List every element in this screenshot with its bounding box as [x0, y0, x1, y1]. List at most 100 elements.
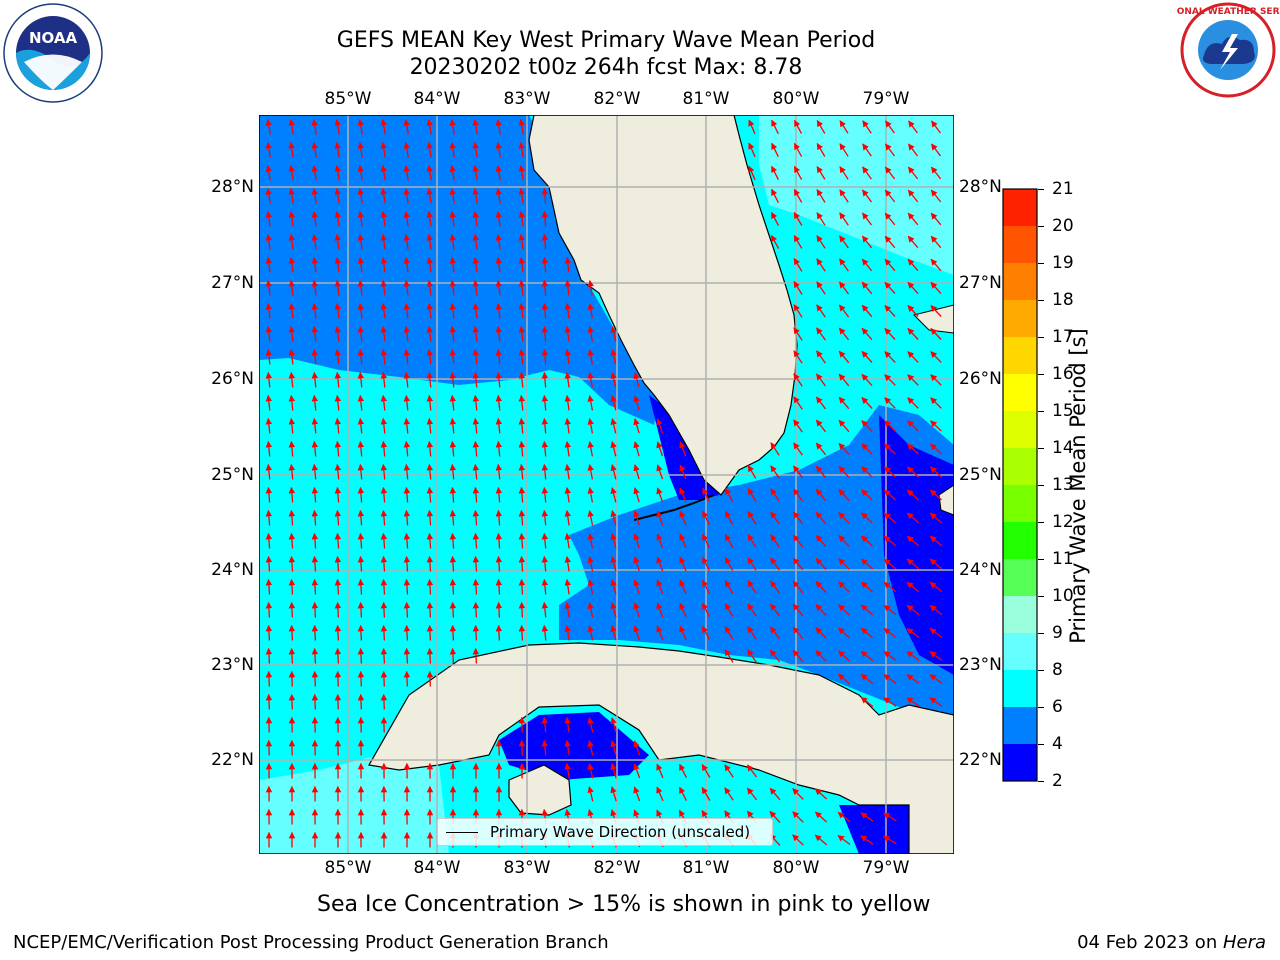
- wave-arrow: [838, 442, 850, 456]
- wave-arrow: [311, 118, 318, 135]
- wave-arrow: [518, 233, 525, 250]
- land-cuba: [368, 642, 954, 854]
- wave-arrow: [265, 463, 273, 480]
- wave-arrow: [816, 189, 826, 203]
- wave-arrow: [265, 532, 273, 549]
- wave-arrow: [815, 581, 827, 593]
- lat-label-right: 22°N: [959, 750, 1002, 770]
- wave-arrow: [771, 119, 779, 135]
- wave-arrow: [265, 210, 272, 227]
- wave-arrow: [265, 555, 273, 572]
- wave-arrow: [679, 602, 687, 618]
- wave-arrow: [931, 120, 941, 134]
- wave-arrow: [334, 440, 342, 457]
- wave-arrow: [311, 463, 319, 480]
- colorbar-segment: [1003, 411, 1037, 449]
- wave-arrow: [792, 834, 804, 846]
- wave-arrow: [311, 555, 319, 572]
- wave-arrow: [288, 256, 296, 273]
- wave-arrow: [426, 532, 434, 549]
- wave-arrow: [380, 532, 388, 549]
- wave-arrow: [265, 578, 273, 595]
- wave-arrow: [311, 486, 319, 503]
- wave-arrow: [449, 417, 457, 434]
- colorbar-tick-mark: [1038, 780, 1044, 782]
- wave-arrow: [906, 674, 920, 684]
- colorbar-tick-mark: [1038, 447, 1044, 449]
- wave-arrow: [426, 302, 434, 319]
- wave-arrow: [541, 440, 549, 457]
- wave-arrow: [883, 558, 897, 570]
- wave-arrow: [656, 418, 664, 434]
- wave-arrow: [656, 441, 664, 457]
- wave-arrow: [311, 670, 319, 687]
- lat-label-right: 24°N: [959, 560, 1002, 580]
- wave-arrow: [839, 143, 849, 157]
- wave-arrow: [380, 509, 388, 526]
- wave-direction-arrows: [265, 118, 943, 848]
- wave-arrow: [472, 440, 480, 457]
- wave-arrow: [748, 119, 756, 135]
- wave-arrow: [265, 670, 273, 687]
- wave-arrow: [610, 579, 617, 595]
- wave-arrow: [906, 650, 920, 662]
- wave-arrow: [334, 256, 342, 273]
- colorbar-tick-mark: [1038, 632, 1044, 634]
- wave-arrow: [815, 442, 827, 456]
- wave-arrow: [472, 601, 480, 618]
- lon-label-top: 85°W: [324, 89, 372, 109]
- wave-arrow: [769, 649, 781, 663]
- wave-arrow: [311, 371, 319, 388]
- wave-arrow: [357, 371, 365, 388]
- wave-arrow: [518, 256, 526, 273]
- colorbar-tick-label: 12: [1052, 512, 1074, 532]
- wave-arrow: [792, 465, 804, 479]
- wave-arrow: [288, 187, 295, 204]
- wave-arrow: [357, 601, 365, 618]
- wave-arrow: [906, 581, 920, 593]
- wave-arrow: [792, 488, 804, 502]
- wave-arrow: [610, 418, 617, 434]
- wave-arrow: [861, 535, 873, 547]
- wave-arrow: [884, 258, 896, 272]
- wave-arrow: [426, 601, 434, 618]
- wave-arrow: [472, 394, 480, 411]
- wave-arrow: [472, 233, 479, 250]
- wave-arrow: [679, 533, 687, 549]
- wave-arrow: [815, 534, 827, 548]
- wave-arrow: [839, 212, 849, 226]
- colorbar-segment: [1003, 707, 1037, 745]
- field-4-6-straits: [559, 405, 954, 725]
- wave-arrow: [724, 764, 734, 778]
- wave-arrow: [426, 256, 434, 273]
- wave-arrow: [288, 233, 295, 250]
- wave-arrow: [564, 509, 571, 526]
- wave-arrow: [541, 371, 549, 388]
- wave-arrow: [748, 142, 756, 158]
- wave-arrow: [679, 487, 687, 503]
- wave-arrow: [357, 693, 365, 710]
- wave-arrow: [288, 532, 296, 549]
- wave-arrow: [449, 486, 457, 503]
- wave-arrow: [793, 442, 803, 456]
- wave-arrow: [860, 673, 874, 685]
- wave-arrow: [793, 419, 803, 433]
- wave-arrow: [288, 394, 296, 411]
- colorbar-tick-label: 16: [1052, 364, 1074, 384]
- wave-arrow: [769, 787, 781, 801]
- wave-arrow: [357, 555, 365, 572]
- colorbar-segment: [1003, 670, 1037, 708]
- wave-arrow: [769, 603, 781, 617]
- wave-arrow: [633, 533, 640, 549]
- wave-arrow: [265, 601, 273, 618]
- wave-arrow: [541, 716, 549, 733]
- wave-arrow: [656, 533, 664, 549]
- wave-arrow: [380, 394, 388, 411]
- wave-arrow: [770, 442, 780, 456]
- wave-arrow: [495, 440, 503, 457]
- wave-arrow: [929, 581, 943, 593]
- wave-arrow: [679, 464, 687, 480]
- wave-arrow: [587, 486, 594, 503]
- wave-arrow: [357, 578, 365, 595]
- wave-arrow: [334, 394, 342, 411]
